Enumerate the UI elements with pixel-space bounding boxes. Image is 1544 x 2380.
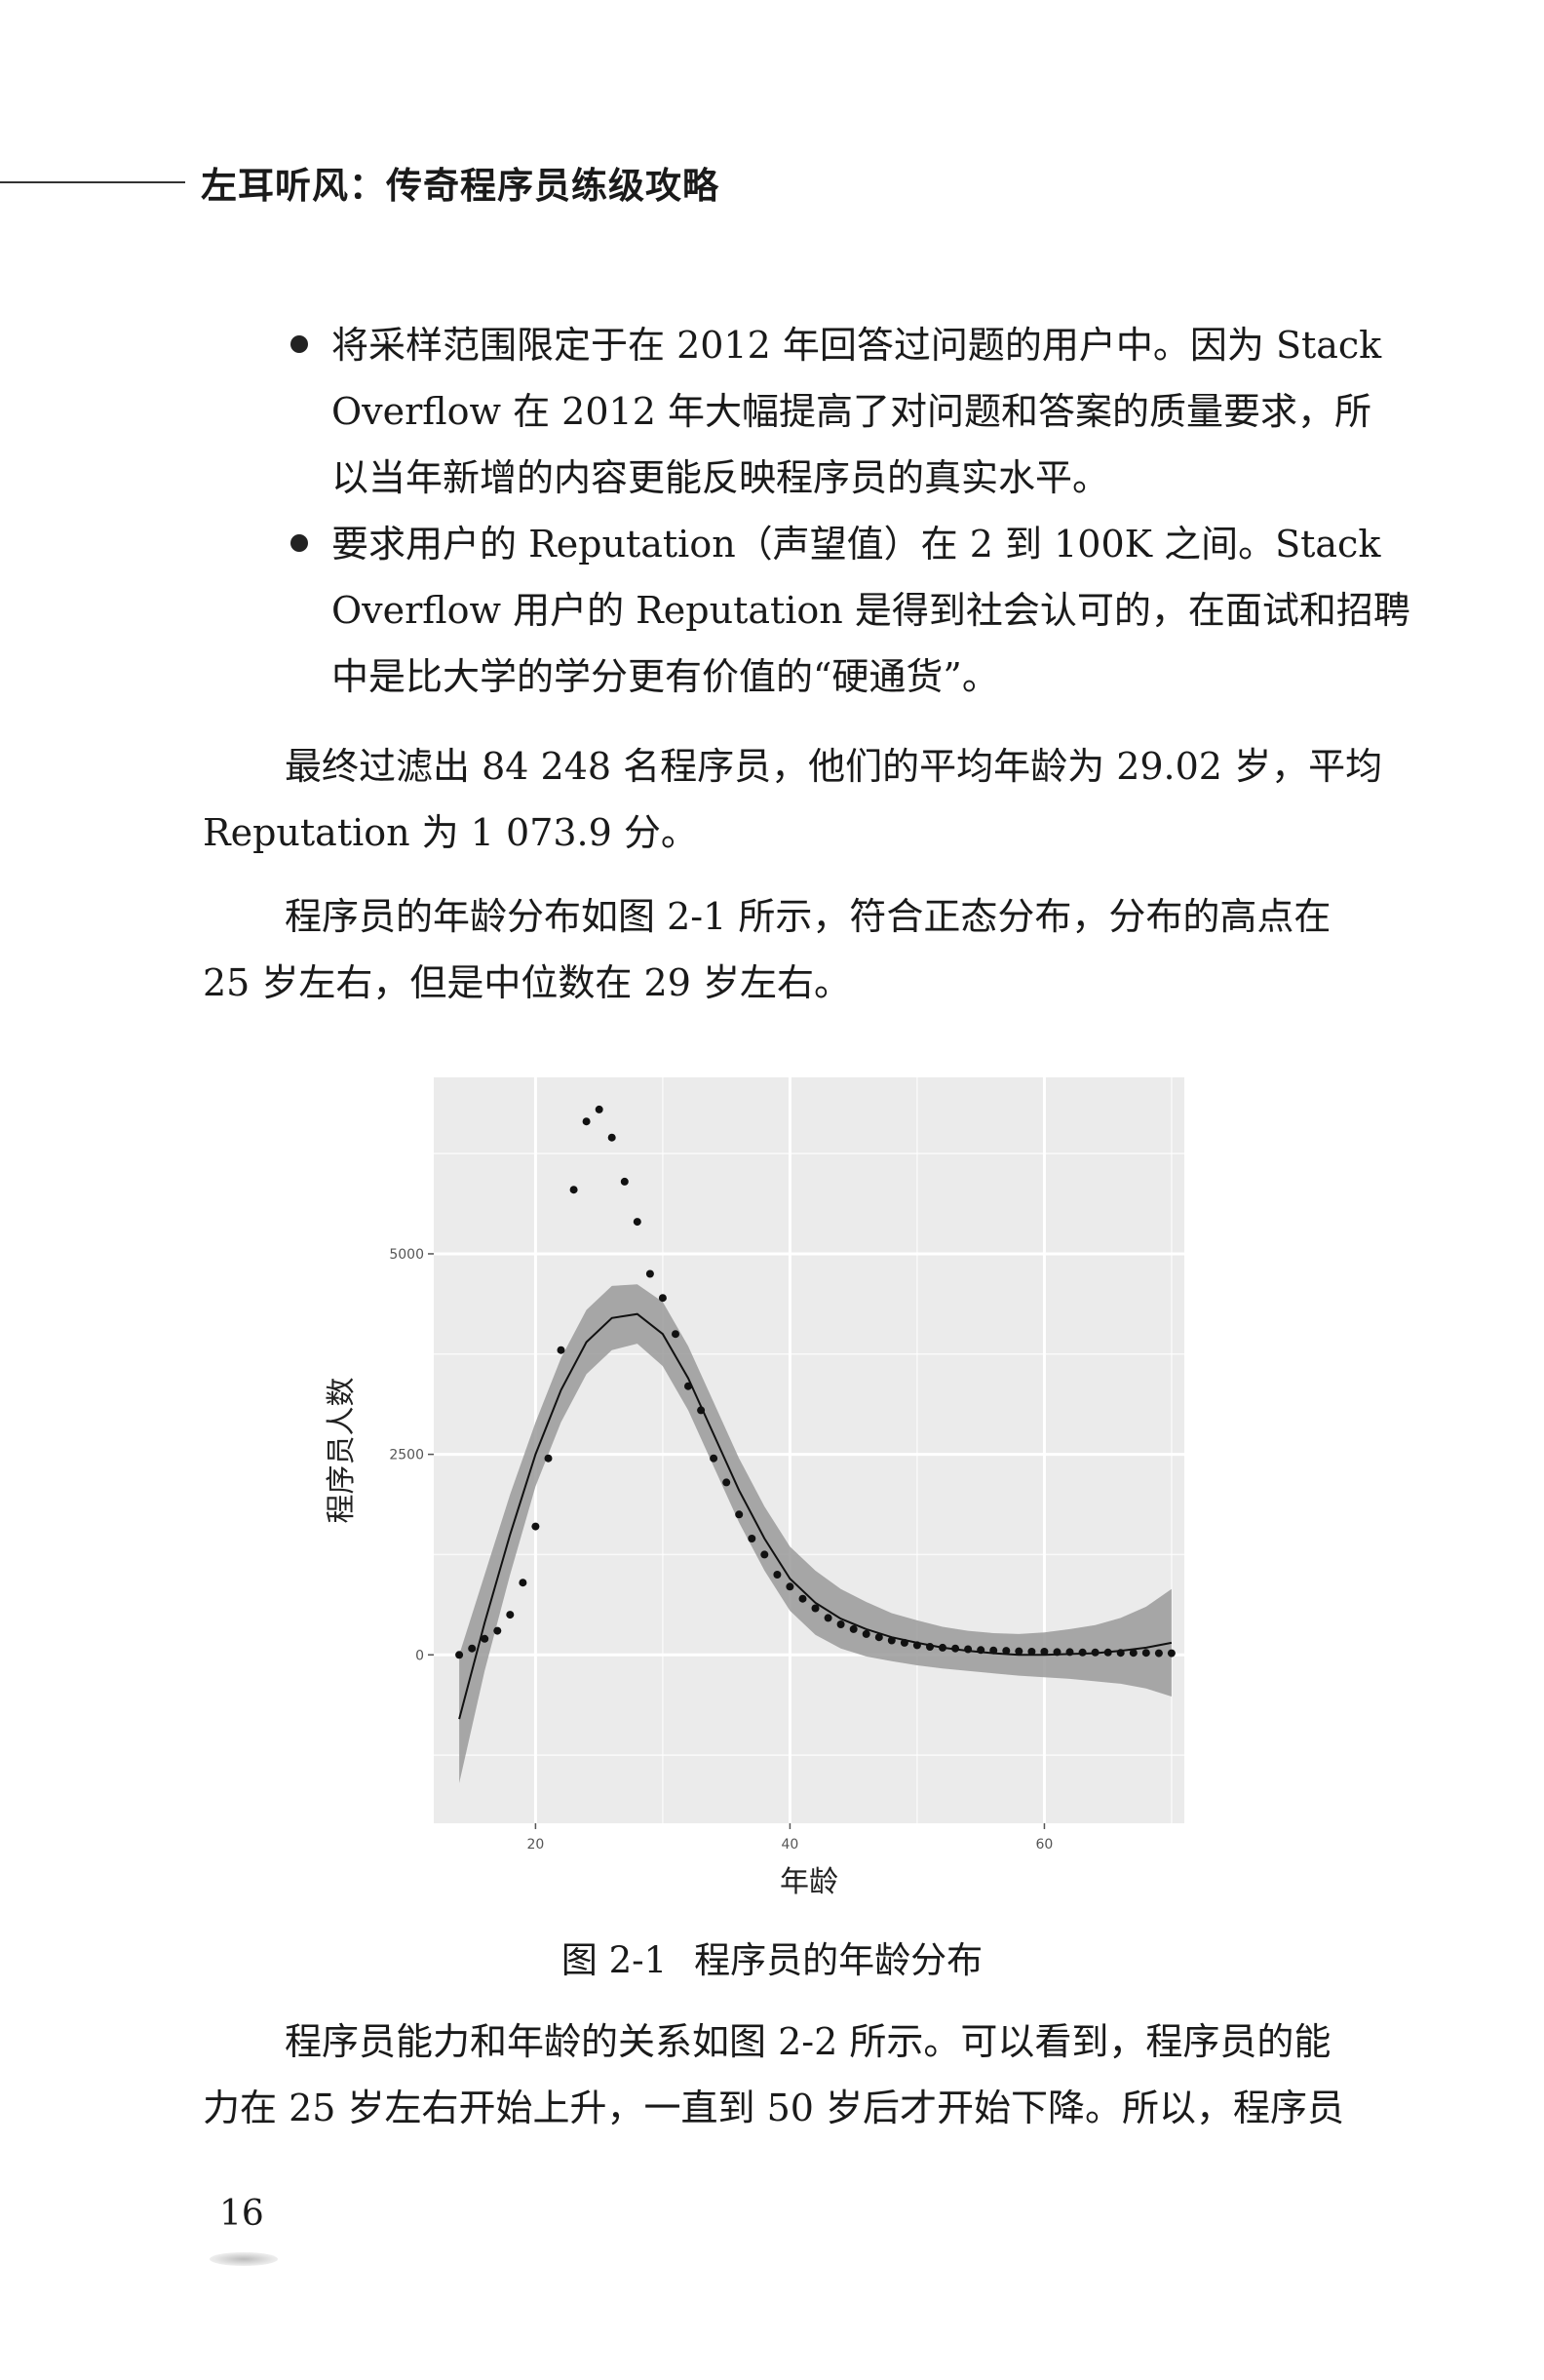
data-point xyxy=(735,1510,744,1519)
page-number: 16 xyxy=(219,2194,264,2234)
data-point xyxy=(773,1571,782,1579)
data-point xyxy=(468,1644,477,1653)
paragraph-line: 程序员的年龄分布如图 2-1 所示，符合正态分布，分布的高点在 xyxy=(285,895,1332,938)
y-tick-label: 5000 xyxy=(389,1247,424,1263)
y-axis-label: 程序员人数 xyxy=(325,1378,359,1524)
figure-caption-text: 程序员的年龄分布 xyxy=(694,1939,984,1981)
data-point xyxy=(862,1629,870,1638)
figure-caption-number: 图 2-1 xyxy=(560,1939,668,1981)
paragraph-line: 25 岁左右，但是中位数在 29 岁左右。 xyxy=(203,961,851,1004)
bullet-line: 将采样范围限定于在 2012 年回答过问题的用户中。因为 Stack xyxy=(331,324,1382,367)
confidence-band xyxy=(459,1284,1172,1783)
paragraph-line: 力在 25 岁左右开始上升，一直到 50 岁后才开始下降。所以，程序员 xyxy=(203,2087,1345,2129)
header-rule xyxy=(0,181,185,183)
bullet-line: 以当年新增的内容更能反映程序员的真实水平。 xyxy=(331,456,1110,499)
data-point xyxy=(1091,1648,1100,1657)
bullet-line: Overflow 在 2012 年大幅提高了对问题和答案的质量要求，所 xyxy=(331,390,1371,433)
data-point xyxy=(849,1624,858,1633)
data-point xyxy=(1040,1648,1049,1656)
y-tick-label: 2500 xyxy=(389,1448,424,1463)
data-point xyxy=(1053,1648,1062,1657)
data-point xyxy=(977,1646,985,1655)
data-point xyxy=(658,1294,667,1303)
data-point xyxy=(722,1478,731,1487)
plot-panel xyxy=(434,1077,1184,1823)
x-tick-label: 40 xyxy=(782,1837,799,1853)
data-point xyxy=(1015,1647,1023,1656)
data-point xyxy=(455,1651,464,1659)
data-point xyxy=(1103,1648,1112,1657)
running-header: 左耳听风：传奇程序员练级攻略 xyxy=(201,164,719,207)
data-point xyxy=(1167,1649,1176,1658)
data-point xyxy=(672,1330,679,1339)
data-point xyxy=(506,1611,515,1619)
data-point xyxy=(1065,1648,1074,1657)
figure-caption: 图 2-1 程序员的年龄分布 xyxy=(0,1931,1544,1983)
data-point xyxy=(874,1633,883,1642)
data-point xyxy=(1078,1648,1087,1657)
data-point xyxy=(1154,1649,1163,1658)
data-point xyxy=(1129,1649,1138,1658)
bullet-line: 中是比大学的学分更有价值的“硬通货”。 xyxy=(331,655,999,698)
data-point xyxy=(481,1634,489,1643)
data-point xyxy=(926,1643,934,1651)
y-tick-label: 0 xyxy=(415,1648,424,1663)
x-tick-label: 60 xyxy=(1036,1837,1054,1853)
data-point xyxy=(544,1454,553,1463)
data-point xyxy=(582,1117,591,1126)
data-point xyxy=(684,1382,692,1390)
age-distribution-chart: 20 40 60 0 2500 5000 年龄 程序员人数 xyxy=(325,1077,1184,1899)
data-point xyxy=(645,1269,654,1278)
paragraph-line: Reputation 为 1 073.9 分。 xyxy=(203,811,698,854)
data-point xyxy=(710,1454,718,1463)
data-point xyxy=(824,1614,832,1622)
data-point xyxy=(697,1406,706,1415)
data-point xyxy=(748,1535,756,1542)
data-point xyxy=(633,1218,641,1227)
data-point xyxy=(939,1643,946,1652)
data-point xyxy=(557,1346,565,1354)
smooth-line xyxy=(458,1312,1173,1720)
page-swoosh xyxy=(210,2252,278,2266)
data-point xyxy=(1002,1647,1011,1656)
data-point xyxy=(964,1645,973,1654)
data-point xyxy=(519,1579,527,1587)
data-point xyxy=(912,1641,921,1650)
data-point xyxy=(989,1646,998,1655)
x-tick-label: 20 xyxy=(526,1837,544,1853)
data-point xyxy=(951,1644,960,1653)
data-point xyxy=(569,1186,578,1194)
data-point xyxy=(620,1177,629,1186)
data-point xyxy=(493,1626,502,1635)
paragraph-line: 程序员能力和年龄的关系如图 2-2 所示。可以看到，程序员的能 xyxy=(285,2020,1332,2063)
data-point xyxy=(887,1636,896,1645)
data-point xyxy=(1116,1649,1125,1658)
data-point xyxy=(595,1105,603,1113)
x-axis-label: 年龄 xyxy=(780,1865,838,1899)
data-point xyxy=(1027,1648,1036,1656)
bullet-dot xyxy=(290,335,308,353)
data-point xyxy=(811,1604,820,1613)
bullet-dot xyxy=(290,534,308,552)
data-point xyxy=(786,1582,794,1591)
bullet-line: 要求用户的 Reputation（声望值）在 2 到 100K 之间。Stack xyxy=(331,523,1381,566)
bullet-line: Overflow 用户的 Reputation 是得到社会认可的，在面试和招聘 xyxy=(331,589,1410,632)
data-point xyxy=(798,1594,807,1603)
data-point xyxy=(760,1550,769,1559)
data-point xyxy=(1141,1649,1150,1658)
data-point xyxy=(531,1522,540,1531)
data-point xyxy=(607,1133,616,1142)
data-point xyxy=(900,1638,908,1647)
paragraph-line: 最终过滤出 84 248 名程序员，他们的平均年龄为 29.02 岁，平均 xyxy=(285,745,1383,788)
data-point xyxy=(836,1620,845,1628)
